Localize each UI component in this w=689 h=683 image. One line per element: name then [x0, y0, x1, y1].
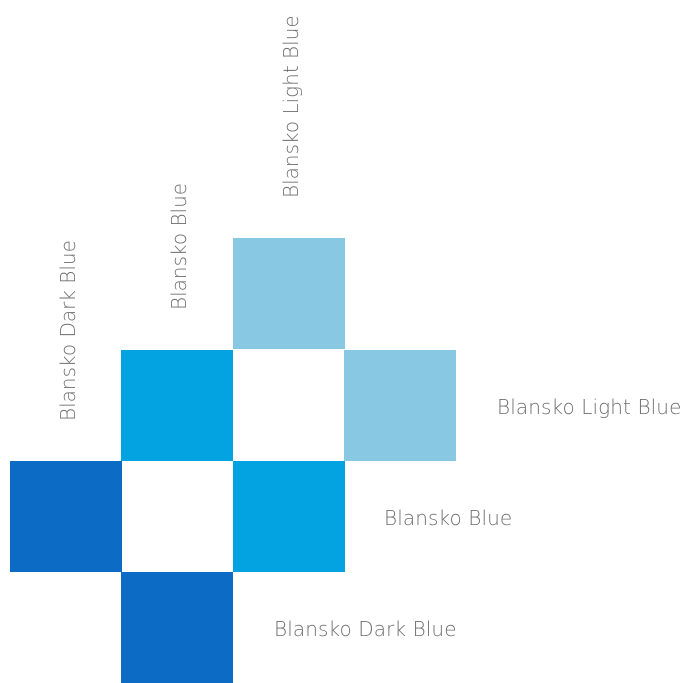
vertical-label-light-blue: Blansko Light Blue — [279, 15, 303, 198]
blue-swatch-center — [233, 461, 345, 572]
vertical-label-blue: Blansko Blue — [167, 182, 191, 310]
vertical-label-light-blue-wrap: Blansko Light Blue — [279, 0, 303, 198]
horizontal-label-blue: Blansko Blue — [384, 506, 513, 530]
horizontal-label-dark-blue: Blansko Dark Blue — [274, 617, 457, 641]
blue-swatch-left — [121, 350, 233, 461]
vertical-label-dark-blue: Blansko Dark Blue — [56, 240, 80, 421]
dark-blue-swatch-left — [10, 461, 122, 572]
vertical-label-dark-blue-wrap: Blansko Dark Blue — [56, 0, 80, 421]
horizontal-label-light-blue: Blansko Light Blue — [497, 395, 682, 419]
vertical-label-blue-wrap: Blansko Blue — [167, 0, 191, 310]
light-blue-swatch-top — [233, 238, 345, 349]
dark-blue-swatch-bottom — [121, 572, 233, 683]
light-blue-swatch-right — [344, 350, 456, 461]
